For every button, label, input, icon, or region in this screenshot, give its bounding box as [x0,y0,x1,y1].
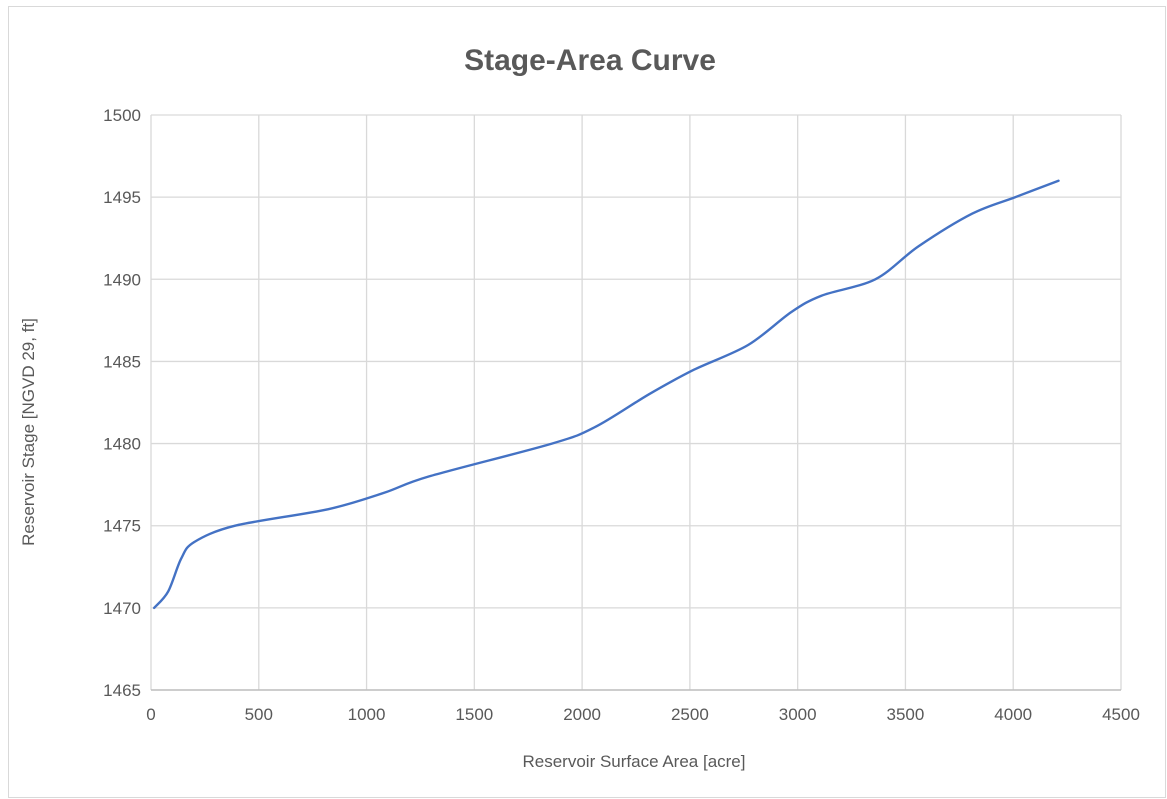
x-tick-label: 1500 [455,705,493,724]
x-tick-label: 4000 [994,705,1032,724]
x-tick-label: 3000 [779,705,817,724]
x-tick-label: 500 [245,705,273,724]
series-line [153,179,1060,610]
y-tick-label: 1495 [103,188,141,207]
x-tick-label: 2500 [671,705,709,724]
x-tick-label: 0 [146,705,155,724]
chart-frame: Stage-Area Curve 0 500 1000 1500 2000 2500 300… [8,6,1166,798]
y-axis-title: Reservoir Stage [NGVD 29, ft] [19,318,38,546]
y-tick-label: 1485 [103,352,141,371]
tick-labels: 0 500 1000 1500 2000 2500 3000 3500 4000 4500 1465… [103,106,1140,724]
y-tick-label: 1480 [103,435,141,454]
y-tick-label: 1500 [103,106,141,125]
x-tick-label: 2000 [563,705,601,724]
x-tick-label: 1000 [348,705,386,724]
x-axis-title: Reservoir Surface Area [acre] [523,752,746,771]
y-tick-label: 1475 [103,517,141,536]
y-tick-label: 1465 [103,681,141,700]
chart-title: Stage-Area Curve [464,44,716,77]
y-tick-label: 1490 [103,270,141,289]
chart-svg: Stage-Area Curve 0 500 1000 1500 2000 2500 300… [19,44,1140,771]
x-tick-label: 3500 [887,705,925,724]
series-layer [153,179,1060,610]
y-tick-label: 1470 [103,599,141,618]
x-tick-label: 4500 [1102,705,1140,724]
